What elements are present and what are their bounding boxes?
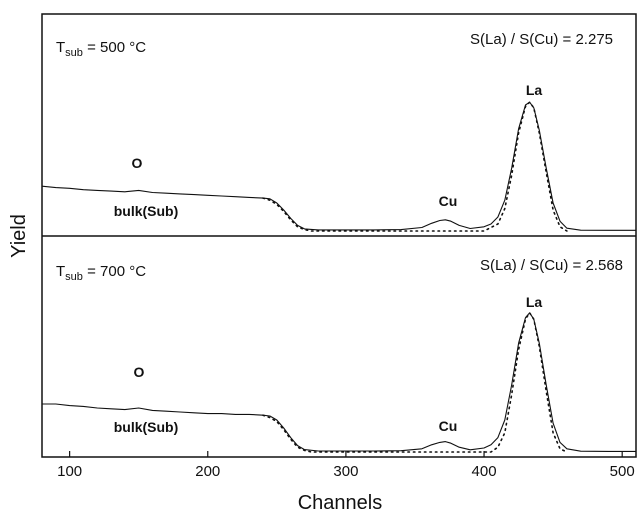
panel-2-bulk-label: bulk(Sub) — [114, 419, 179, 435]
x-tick-label-200: 200 — [195, 463, 220, 480]
panel-1-la-label: La — [526, 82, 543, 98]
x-tick-label-300: 300 — [333, 463, 358, 480]
x-tick-label-100: 100 — [57, 463, 82, 480]
panel-1-oxygen-label: O — [132, 155, 143, 171]
x-axis-ticks: 100 200 300 400 500 — [57, 451, 635, 480]
x-tick-label-400: 400 — [472, 463, 497, 480]
panel-2-oxygen-label: O — [134, 364, 145, 380]
panel-1-tsub-label: Tsub = 500 °C — [56, 39, 146, 59]
series-layer — [41, 100, 636, 453]
panel-2-measured-spectrum — [42, 312, 636, 452]
panel-1-fit-curve — [262, 100, 568, 232]
panel-1-bulk-label: bulk(Sub) — [114, 203, 179, 219]
x-axis-title: Channels — [298, 492, 383, 514]
panel-2-ratio-label: S(La) / S(Cu) = 2.568 — [480, 257, 623, 274]
panel-2-la-label: La — [526, 294, 543, 310]
y-axis-title: Yield — [8, 214, 30, 258]
panel-1-ratio-label: S(La) / S(Cu) = 2.275 — [470, 31, 613, 48]
panel-2-tsub-label: Tsub = 700 °C — [56, 263, 146, 283]
panel-1-cu-label: Cu — [439, 193, 458, 209]
panel-2-cu-label: Cu — [439, 418, 458, 434]
x-tick-label-500: 500 — [610, 463, 635, 480]
